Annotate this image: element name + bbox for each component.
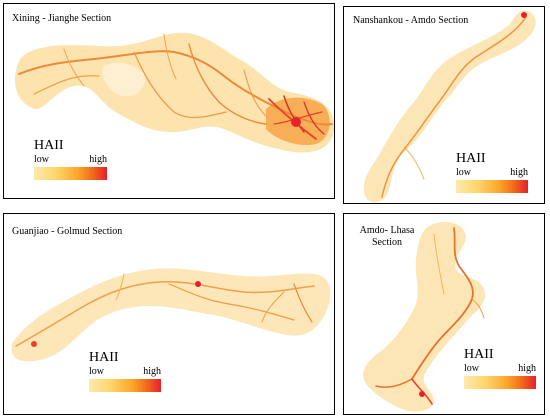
legend-low-label: low <box>34 154 49 165</box>
legend-high-label: high <box>143 366 161 377</box>
panel-title: Guanjiao - Golmud Section <box>12 226 123 237</box>
legend-high-label: high <box>89 154 107 165</box>
corridor-area <box>15 32 334 153</box>
corridor-map-guanjiao-golmud <box>11 268 331 362</box>
legend-haii: HAII low high <box>456 151 528 193</box>
legend-title: HAII <box>464 347 494 362</box>
legend-low-label: low <box>456 167 471 178</box>
legend-high-label: high <box>518 363 536 374</box>
legend-scale-labels: low high <box>456 167 528 180</box>
legend-title: HAII <box>456 151 486 166</box>
hotspot-xining <box>291 117 301 127</box>
hotspot-golmud <box>195 281 201 287</box>
legend-title: HAII <box>89 350 119 365</box>
hotspot-lhasa <box>419 391 425 397</box>
map-panel-nanshankou-amdo: Nanshankou - Amdo Section HAII low high <box>343 6 545 204</box>
legend-high-label: high <box>510 167 528 178</box>
panel-title: Amdo- Lhasa Section <box>359 225 415 248</box>
legend-color-ramp <box>464 376 536 389</box>
legend-color-ramp <box>89 379 161 392</box>
legend-scale-labels: low high <box>89 366 161 379</box>
map-panel-amdo-lhasa: Amdo- Lhasa Section HAII low high <box>343 213 545 415</box>
legend-scale-labels: low high <box>34 154 107 167</box>
corridor-area <box>363 222 485 412</box>
map-panel-guanjiao-golmud: Guanjiao - Golmud Section HAII low high <box>3 213 335 415</box>
legend-haii: HAII low high <box>34 138 107 180</box>
hotspot-guanjiao <box>31 341 37 347</box>
legend-low-label: low <box>464 363 479 374</box>
legend-haii: HAII low high <box>89 350 161 392</box>
corridor-area <box>363 10 536 203</box>
road-network <box>15 273 315 347</box>
legend-color-ramp <box>456 180 528 193</box>
corridor-light-zone <box>102 62 146 97</box>
legend-title: HAII <box>34 138 64 153</box>
map-panel-xining-jianghe: Xining - Jianghe Section HAII low high <box>3 3 335 199</box>
legend-color-ramp <box>34 167 107 180</box>
legend-scale-labels: low high <box>464 363 536 376</box>
legend-haii: HAII low high <box>464 347 536 389</box>
legend-low-label: low <box>89 366 104 377</box>
panel-title: Xining - Jianghe Section <box>12 13 112 24</box>
panel-title: Nanshankou - Amdo Section <box>353 15 469 26</box>
hotspot-nanshankou <box>521 12 527 18</box>
corridor-area <box>11 268 331 362</box>
corridor-map-xining-jianghe <box>15 32 334 153</box>
corridor-map-amdo-lhasa <box>363 222 485 412</box>
road-network <box>381 16 527 198</box>
corridor-map-nanshankou-amdo <box>363 10 536 203</box>
